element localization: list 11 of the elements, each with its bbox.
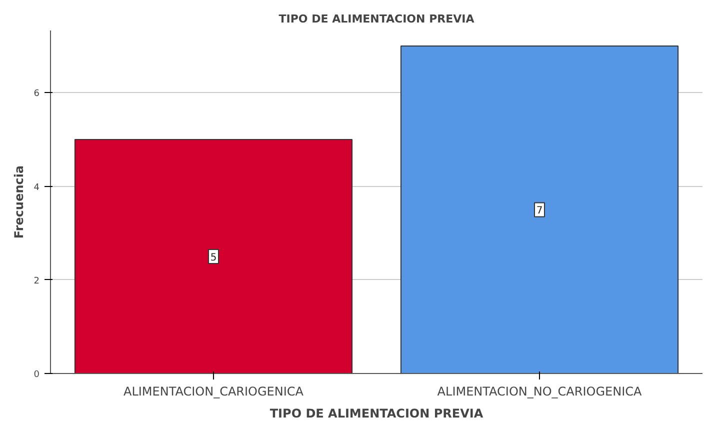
data-label: 5 — [210, 252, 217, 264]
y-tick-label: 4 — [34, 182, 40, 193]
y-tick-label: 6 — [34, 89, 40, 100]
data-label: 7 — [536, 206, 543, 217]
y-tick-label: 2 — [34, 276, 40, 286]
chart-title: TIPO DE ALIMENTACION PREVIA — [278, 12, 475, 26]
x-tick-label: ALIMENTACION_CARIOGENICA — [124, 384, 304, 398]
x-axis-title: TIPO DE ALIMENTACION PREVIA — [270, 406, 484, 420]
y-axis-title: Frecuencia — [12, 165, 26, 239]
y-tick-label: 0 — [34, 370, 40, 380]
x-tick-label: ALIMENTACION_NO_CARIOGENICA — [437, 384, 642, 398]
